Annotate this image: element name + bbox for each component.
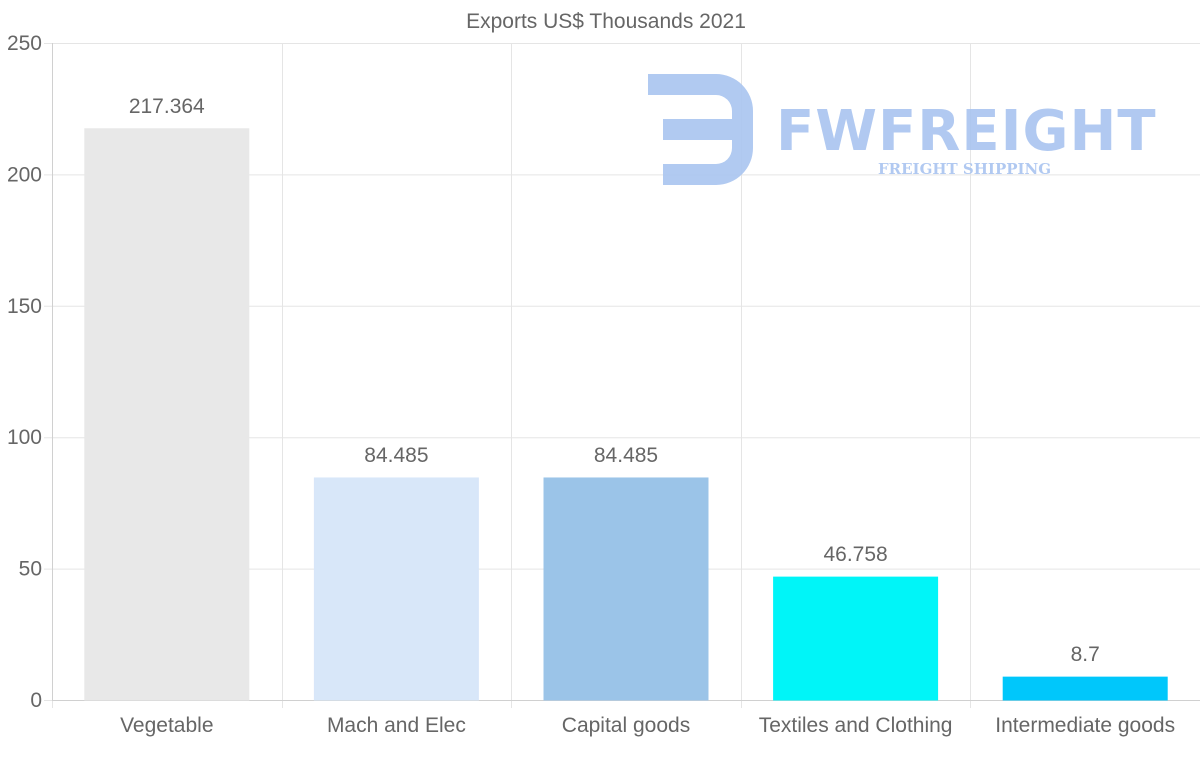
y-axis: 0 50 100 150 200 250 — [7, 32, 42, 712]
data-label: 8.7 — [1071, 643, 1100, 666]
x-axis: Vegetable Mach and Elec Capital goods Texti… — [120, 714, 1175, 737]
bar-mach-and-elec[interactable] — [313, 477, 479, 701]
y-tick-label: 100 — [7, 426, 42, 449]
x-tick-label: Mach and Elec — [327, 714, 466, 737]
x-tick-label: Vegetable — [120, 714, 213, 737]
data-label: 217.364 — [129, 95, 205, 118]
data-label: 84.485 — [364, 444, 428, 467]
data-label: 84.485 — [594, 444, 658, 467]
x-tick-label: Textiles and Clothing — [759, 714, 953, 737]
bar-capital-goods[interactable] — [543, 477, 709, 701]
data-label: 46.758 — [823, 543, 887, 566]
bars: 217.364 84.485 84.485 46.758 8.7 — [84, 95, 1168, 701]
y-tick-label: 150 — [7, 295, 42, 318]
fwfreight-watermark: FWFREIGHT FREIGHT SHIPPING — [648, 74, 1157, 185]
bar-vegetable[interactable] — [84, 128, 250, 701]
bar-textiles-and-clothing[interactable] — [773, 576, 939, 701]
x-tick-label: Intermediate goods — [995, 714, 1175, 737]
y-tick-label: 0 — [30, 689, 42, 712]
watermark-tagline: FREIGHT SHIPPING — [878, 160, 1051, 178]
x-tick-label: Capital goods — [562, 714, 690, 737]
watermark-brand: FWFREIGHT — [776, 99, 1157, 164]
bar-intermediate-goods[interactable] — [1002, 676, 1168, 701]
fwfreight-logo-icon — [648, 74, 753, 185]
y-tick-label: 250 — [7, 32, 42, 55]
chart-title: Exports US$ Thousands 2021 — [466, 10, 746, 33]
y-tick-label: 50 — [19, 558, 42, 581]
y-tick-label: 200 — [7, 163, 42, 186]
